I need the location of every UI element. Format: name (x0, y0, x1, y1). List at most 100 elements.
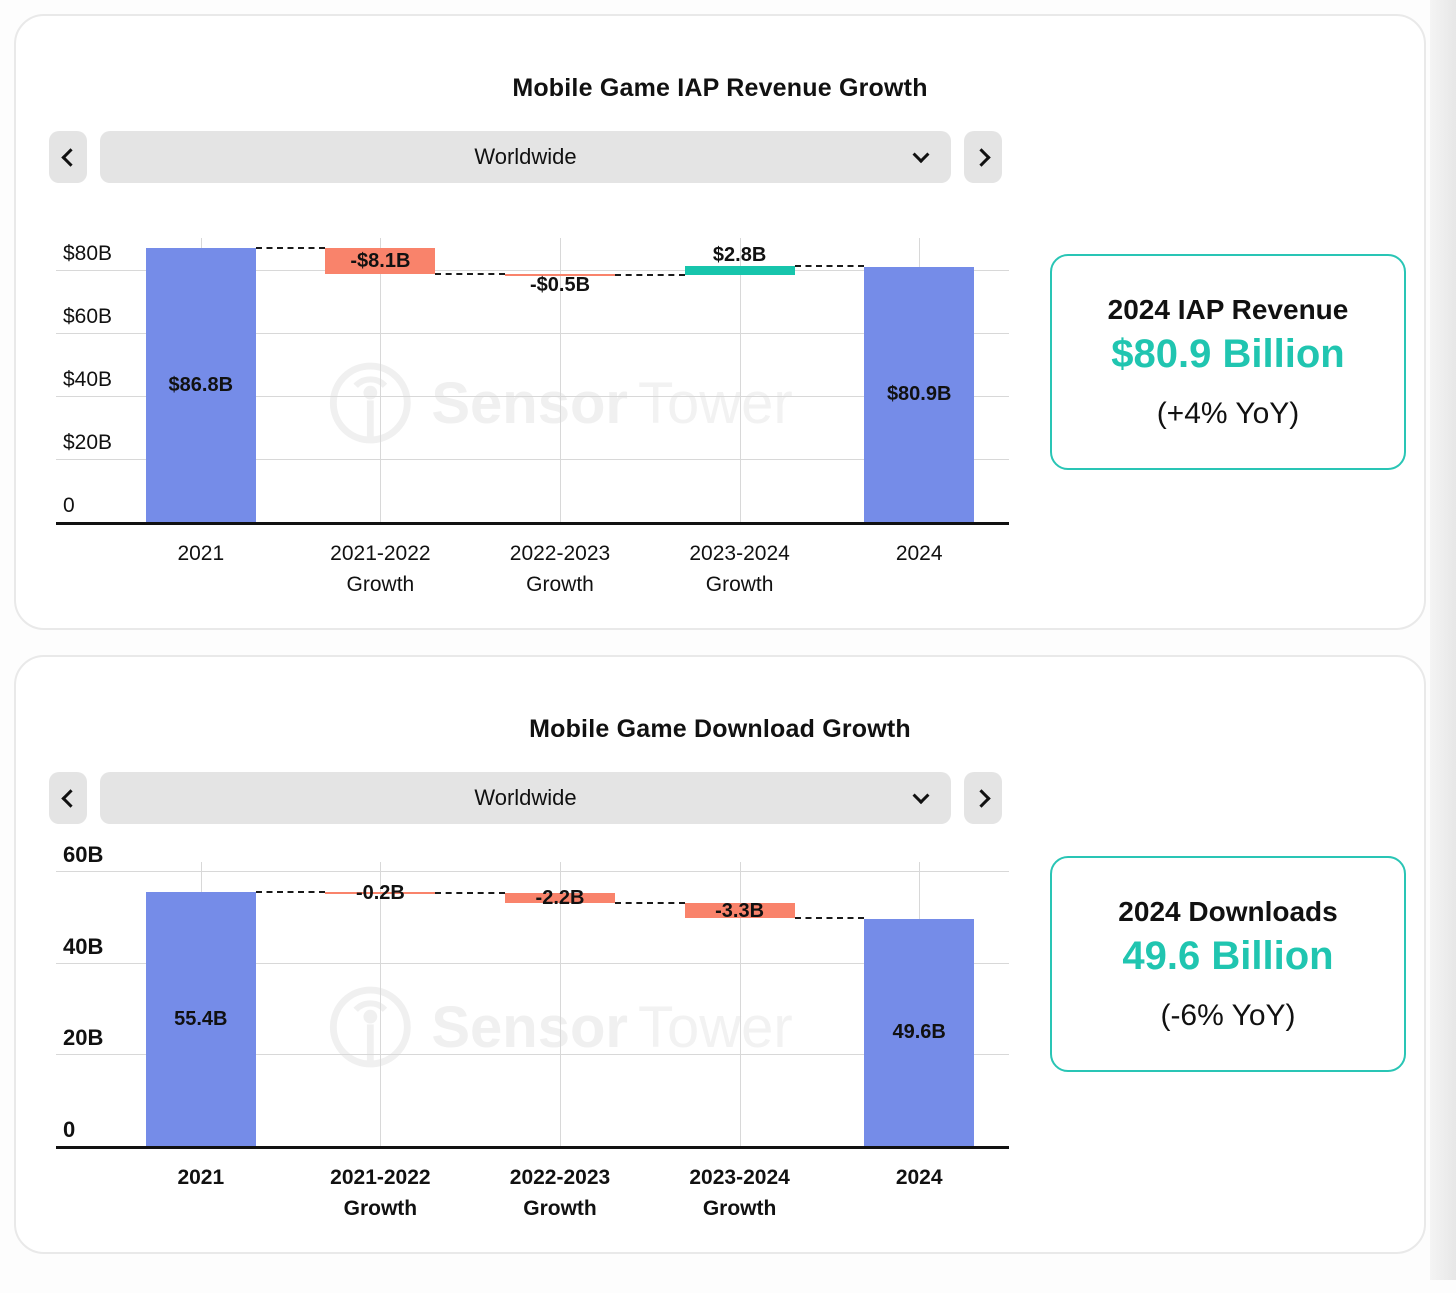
region-dropdown-value: Worldwide (474, 144, 577, 169)
stat-card-value: $80.9 Billion (1111, 331, 1345, 376)
sensor-tower-logo-icon (329, 362, 411, 444)
x-gridline (380, 862, 382, 1146)
region-dropdown[interactable]: Worldwide (100, 131, 951, 183)
iap-revenue-stat-card: 2024 IAP Revenue $80.9 Billion (+4% YoY) (1050, 254, 1406, 470)
waterfall-bar[interactable] (684, 903, 795, 919)
chevron-left-icon (60, 147, 80, 167)
x-gridline (739, 862, 741, 1146)
x-axis-label: 2024 (895, 1166, 943, 1189)
chevron-down-icon (912, 146, 930, 164)
region-dropdown[interactable]: Worldwide (100, 772, 951, 824)
prev-region-button[interactable] (49, 131, 87, 183)
x-axis-label: 2023-2024 Growth (689, 542, 790, 596)
y-axis-tick-label: $60B (63, 304, 113, 328)
x-axis-label: 2022-2023 Growth (509, 1166, 611, 1220)
region-controls: Worldwide (49, 131, 1424, 183)
x-axis-label: 2024 (895, 542, 943, 565)
waterfall-bar[interactable] (145, 892, 256, 1146)
watermark-text: Sensor Tower (431, 994, 793, 1060)
panel-title: Mobile Game Download Growth (529, 715, 911, 743)
y-gridline (56, 458, 1009, 460)
y-gridline (56, 395, 1009, 397)
y-gridline (56, 332, 1009, 334)
stat-card-title: 2024 IAP Revenue (1107, 293, 1349, 325)
y-gridline (56, 962, 1009, 964)
waterfall-bar[interactable] (684, 266, 795, 276)
next-region-button[interactable] (964, 131, 1002, 183)
bar-value-label: $2.8B (712, 244, 767, 267)
chart-row: Sensor Tower 0 $20B $40B $60B $80B $86.8B -$8.1… (49, 218, 1424, 598)
x-gridline (560, 238, 561, 522)
x-gridline (560, 862, 561, 1146)
y-gridline (56, 1054, 1009, 1056)
waterfall-bar[interactable] (505, 273, 615, 276)
region-dropdown-value: Worldwide (474, 785, 577, 810)
waterfall-connector (435, 892, 505, 895)
waterfall-bar[interactable] (864, 266, 975, 522)
x-axis-label: 2022-2023 Growth (509, 542, 611, 596)
region-controls: Worldwide (49, 772, 1424, 824)
chevron-right-icon (971, 788, 991, 808)
x-axis-label: 2021-2022 Growth (330, 1166, 431, 1220)
waterfall-connector (435, 272, 505, 275)
chevron-down-icon (912, 787, 930, 805)
downloads-stat-card: 2024 Downloads 49.6 Billion (-6% YoY) (1050, 856, 1406, 1072)
y-axis-tick-label: $20B (63, 430, 113, 454)
x-axis-line (56, 1146, 1009, 1149)
bar-value-label: $86.8B (168, 374, 234, 397)
x-axis-label: 2021 (177, 1166, 225, 1189)
chart-row: Sensor Tower 0 20B 40B 60B 55.4B -0.2B -2.2B -3.… (49, 842, 1424, 1222)
iap-revenue-panel: Mobile Game IAP Revenue Growth Worldwide (14, 14, 1426, 630)
bar-value-label: -$0.5B (529, 273, 591, 296)
y-axis-tick-label: 60B (63, 842, 104, 868)
x-axis-label: 2023-2024 Growth (689, 1166, 790, 1220)
waterfall-connector (794, 265, 865, 268)
next-region-button[interactable] (964, 772, 1002, 824)
y-gridline (56, 269, 1009, 271)
y-axis-tick-label: $80B (63, 241, 113, 265)
iap-revenue-waterfall-chart: Sensor Tower 0 $20B $40B $60B $80B $86.8B -$8.1… (49, 218, 1009, 598)
downloads-panel: Mobile Game Download Growth Worldwide (14, 655, 1426, 1254)
watermark-text: Sensor Tower (431, 370, 793, 436)
x-axis-line (56, 522, 1009, 525)
x-axis-label: 2021-2022 Growth (330, 542, 431, 596)
x-gridline (739, 238, 741, 522)
waterfall-bar[interactable] (325, 892, 436, 895)
stat-card-value: 49.6 Billion (1122, 933, 1334, 978)
x-gridline (380, 238, 382, 522)
bar-value-label: -2.2B (535, 887, 585, 910)
page-right-gutter (1430, 0, 1456, 1280)
waterfall-bar[interactable] (325, 248, 436, 274)
sensor-tower-logo-icon (329, 986, 411, 1068)
stat-card-title: 2024 Downloads (1118, 895, 1338, 927)
waterfall-connector (255, 247, 326, 250)
y-axis-tick-label: 0 (63, 494, 75, 517)
waterfall-bar[interactable] (505, 893, 615, 904)
chevron-left-icon (60, 788, 80, 808)
bar-value-label: 55.4B (174, 1008, 228, 1031)
waterfall-connector (615, 902, 685, 905)
bar-value-label: $80.9B (886, 383, 952, 406)
stat-card-yoy: (+4% YoY) (1156, 396, 1300, 430)
prev-region-button[interactable] (49, 772, 87, 824)
waterfall-connector (615, 274, 685, 277)
bar-value-label: -$8.1B (350, 249, 411, 272)
waterfall-bar[interactable] (864, 918, 975, 1146)
chevron-right-icon (971, 147, 991, 167)
y-axis-tick-label: 40B (63, 933, 104, 959)
y-axis-tick-label: 0 (63, 1117, 76, 1142)
bar-value-label: 49.6B (892, 1021, 946, 1044)
stat-card-yoy: (-6% YoY) (1160, 998, 1296, 1032)
y-axis-tick-label: $40B (63, 367, 113, 391)
waterfall-connector (255, 891, 326, 894)
waterfall-connector (794, 917, 865, 920)
waterfall-bar[interactable] (145, 248, 256, 522)
y-axis-tick-label: 20B (63, 1025, 104, 1051)
bar-value-label: -3.3B (715, 899, 765, 922)
bar-value-label: -0.2B (355, 882, 405, 905)
y-gridline (56, 871, 1009, 873)
panel-title: Mobile Game IAP Revenue Growth (512, 74, 928, 102)
x-axis-label: 2021 (177, 542, 225, 565)
downloads-waterfall-chart: Sensor Tower 0 20B 40B 60B 55.4B -0.2B -2.2B -3.… (49, 842, 1009, 1222)
